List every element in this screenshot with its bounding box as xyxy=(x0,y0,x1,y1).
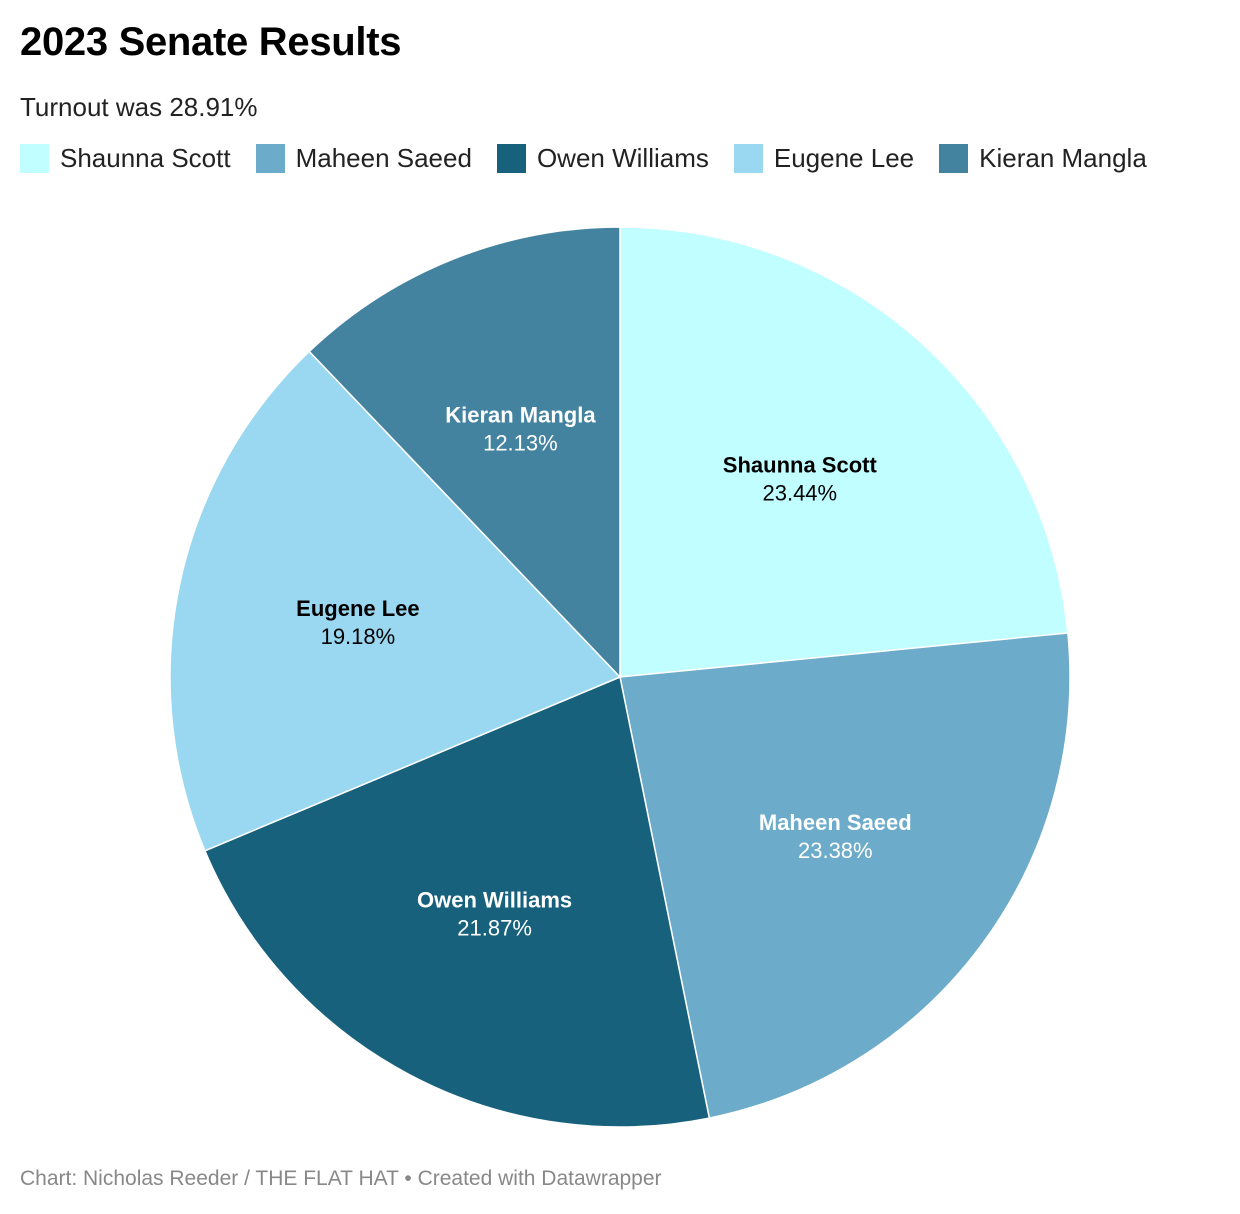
legend-item-maheen-saeed: Maheen Saeed xyxy=(255,143,472,174)
legend-label: Kieran Mangla xyxy=(979,143,1147,173)
legend-label: Maheen Saeed xyxy=(295,143,472,173)
chart-title: 2023 Senate Results xyxy=(20,20,402,64)
legend-swatch xyxy=(733,144,763,173)
legend-swatch xyxy=(20,144,49,173)
slice-value-maheen-saeed: 23.38% xyxy=(798,838,873,863)
slice-label-owen-williams: Owen Williams xyxy=(417,888,572,913)
slice-label-shaunna-scott: Shaunna Scott xyxy=(723,453,878,478)
legend-swatch xyxy=(496,144,526,173)
slice-value-shaunna-scott: 23.44% xyxy=(762,481,837,506)
legend-swatch xyxy=(255,144,285,173)
legend-item-eugene-lee: Eugene Lee xyxy=(733,143,915,174)
footer-created-with: Created with Datawrapper xyxy=(417,1167,662,1190)
chart-subtitle: Turnout was 28.91% xyxy=(20,92,258,122)
legend-item-shaunna-scott: Shaunna Scott xyxy=(20,143,231,174)
legend-label: Shaunna Scott xyxy=(60,143,231,173)
pie-slice-kieran-mangla xyxy=(308,226,621,678)
pie-slice-shaunna-scott xyxy=(619,226,1069,678)
slice-label-eugene-lee: Eugene Lee xyxy=(296,596,419,621)
legend-item-owen-williams: Owen Williams xyxy=(496,143,709,174)
pie-slice-owen-williams xyxy=(204,676,711,1128)
legend-label: Eugene Lee xyxy=(773,143,915,173)
legend-item-kieran-mangla: Kieran Mangla xyxy=(939,143,1147,174)
footer: Chart: Nicholas Reeder / THE FLAT HAT • … xyxy=(20,1167,662,1191)
slice-value-eugene-lee: 19.18% xyxy=(321,624,396,649)
legend-label: Owen Williams xyxy=(536,143,709,173)
legend: Shaunna Scott Maheen Saeed Owen Williams Eu… xyxy=(20,143,1172,174)
footer-separator: • xyxy=(404,1167,412,1190)
legend-swatch xyxy=(939,144,969,173)
slice-value-kieran-mangla: 12.13% xyxy=(483,431,558,456)
pie-slice-maheen-saeed xyxy=(619,632,1071,1119)
slice-label-kieran-mangla: Kieran Mangla xyxy=(445,403,596,428)
slice-label-maheen-saeed: Maheen Saeed xyxy=(759,810,912,835)
pie-slice-eugene-lee xyxy=(169,350,621,852)
footer-credit: Chart: Nicholas Reeder / THE FLAT HAT xyxy=(20,1167,399,1190)
slice-value-owen-williams: 21.87% xyxy=(457,916,532,941)
